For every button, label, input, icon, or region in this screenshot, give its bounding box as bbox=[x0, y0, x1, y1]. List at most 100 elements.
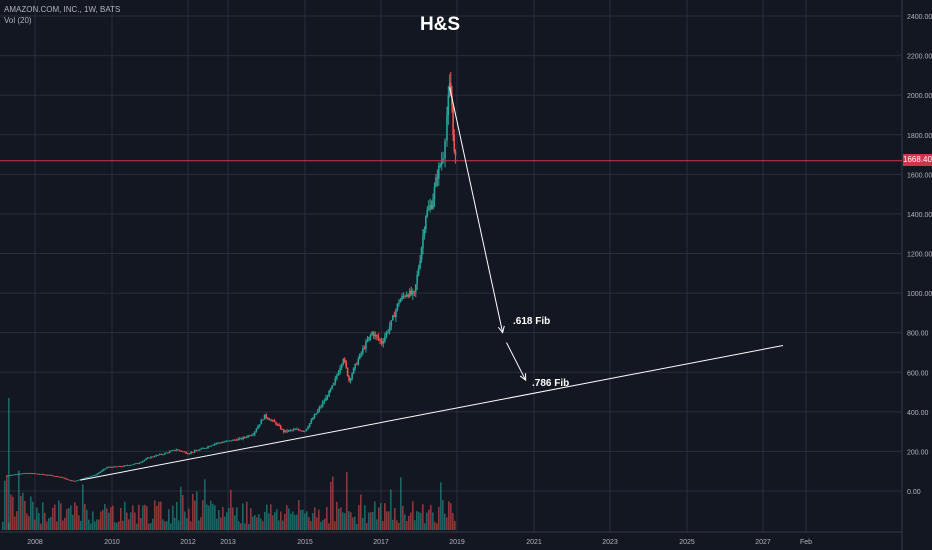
candle-body bbox=[304, 430, 306, 432]
candle-body bbox=[121, 466, 124, 468]
volume-bar bbox=[40, 523, 42, 530]
volume-bar bbox=[150, 523, 152, 530]
candle-body bbox=[360, 352, 363, 355]
candle-body bbox=[215, 443, 218, 445]
volume-bar bbox=[216, 518, 218, 530]
candle-body bbox=[410, 290, 413, 295]
candle-body bbox=[374, 334, 377, 337]
candle-body bbox=[435, 177, 437, 187]
candle-body bbox=[83, 478, 85, 479]
volume-bar bbox=[430, 505, 432, 530]
volume-bar bbox=[270, 504, 272, 530]
fib-arrow-head bbox=[519, 373, 527, 382]
volume-bar bbox=[356, 523, 358, 530]
candle-body bbox=[125, 465, 127, 467]
candle-body bbox=[218, 442, 221, 444]
candle-body bbox=[52, 475, 54, 477]
volume-bar bbox=[78, 515, 80, 530]
candle-body bbox=[281, 429, 284, 430]
candle-body bbox=[430, 205, 433, 209]
volume-bar bbox=[318, 509, 320, 530]
candle-body bbox=[177, 449, 179, 451]
volume-bar bbox=[374, 501, 376, 530]
candle-body bbox=[308, 423, 311, 427]
candle-body bbox=[384, 336, 386, 342]
candle-body bbox=[250, 435, 253, 436]
volume-bar bbox=[6, 475, 8, 530]
candle-body bbox=[45, 474, 47, 476]
candle-body bbox=[70, 480, 73, 482]
candle-body bbox=[432, 199, 434, 209]
volume-bar bbox=[154, 500, 156, 530]
volume-bar bbox=[400, 477, 402, 530]
candle-body bbox=[76, 480, 79, 482]
volume-bar bbox=[210, 500, 212, 530]
volume-bar bbox=[88, 519, 90, 530]
volume-bar bbox=[4, 480, 6, 530]
candle-body bbox=[217, 442, 219, 444]
x-tick-label: 2019 bbox=[449, 539, 465, 546]
candle-body bbox=[143, 459, 146, 461]
candle-body bbox=[419, 260, 421, 269]
candle-body bbox=[94, 474, 97, 476]
candle-body bbox=[305, 428, 308, 431]
candle-body bbox=[244, 437, 246, 438]
volume-bar bbox=[26, 513, 28, 530]
candle-body bbox=[106, 467, 108, 469]
volume-bar bbox=[28, 516, 30, 530]
candle-body bbox=[452, 105, 454, 136]
candle-body bbox=[427, 207, 430, 210]
candle-body bbox=[331, 385, 333, 389]
volume-bar bbox=[296, 514, 298, 530]
candle-body bbox=[210, 445, 213, 447]
candle-body bbox=[239, 438, 241, 439]
candle-body bbox=[173, 450, 176, 451]
candle-body bbox=[339, 367, 341, 373]
volume-bar bbox=[376, 519, 378, 530]
candle-body bbox=[267, 417, 269, 420]
candle-body bbox=[208, 446, 211, 448]
y-tick-label: 200.00 bbox=[907, 449, 929, 456]
volume-bar bbox=[86, 509, 88, 530]
volume-bar bbox=[64, 517, 66, 530]
volume-bar bbox=[390, 489, 392, 530]
volume-bar bbox=[288, 508, 290, 530]
volume-bar bbox=[406, 521, 408, 530]
volume-bar bbox=[438, 506, 440, 530]
candle-body bbox=[158, 454, 161, 456]
candle-body bbox=[444, 140, 446, 159]
volume-bar bbox=[58, 500, 60, 530]
volume-bar bbox=[42, 502, 44, 530]
candle-body bbox=[145, 458, 147, 460]
candle-body bbox=[388, 326, 391, 332]
candle-body bbox=[73, 480, 76, 482]
volume-bar bbox=[164, 521, 166, 530]
volume-bar bbox=[12, 496, 14, 530]
candle-body bbox=[133, 463, 136, 465]
candle-body bbox=[380, 340, 383, 344]
candle-body bbox=[235, 439, 238, 441]
candle-body bbox=[225, 441, 227, 442]
volume-bar bbox=[222, 507, 224, 530]
candle-body bbox=[33, 473, 35, 475]
candle-body bbox=[447, 95, 450, 116]
volume-bar bbox=[254, 515, 256, 530]
candle-body bbox=[411, 291, 414, 295]
volume-bar bbox=[180, 486, 182, 530]
candle-body bbox=[275, 422, 277, 425]
candle-body bbox=[11, 474, 14, 476]
candle-body bbox=[255, 429, 258, 432]
candle-body bbox=[450, 82, 452, 97]
candle-body bbox=[315, 413, 317, 415]
candle-body bbox=[96, 473, 99, 475]
candle-body bbox=[351, 373, 353, 379]
candle-body bbox=[312, 418, 314, 420]
volume-bar bbox=[242, 503, 244, 530]
volume-bar bbox=[404, 514, 406, 530]
candle-body bbox=[72, 480, 74, 482]
candle-body bbox=[212, 444, 214, 446]
candle-body bbox=[207, 446, 209, 448]
candle-body bbox=[276, 424, 279, 426]
